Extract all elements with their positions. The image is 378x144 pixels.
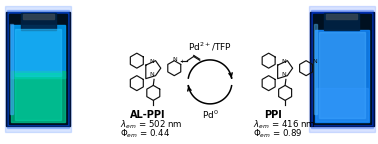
Text: Pd$^{0}$: Pd$^{0}$	[201, 109, 218, 121]
Text: N: N	[312, 59, 317, 64]
Bar	[310, 12, 374, 126]
Bar	[311, 10, 373, 128]
Bar	[312, 12, 372, 125]
Bar	[10, 24, 13, 114]
Bar	[21, 13, 56, 31]
Bar	[314, 24, 317, 114]
Bar	[6, 12, 70, 126]
Text: $\Phi_{em}$ = 0.89: $\Phi_{em}$ = 0.89	[253, 128, 303, 140]
Text: PPI: PPI	[264, 110, 282, 120]
Text: N: N	[281, 59, 286, 64]
Bar	[326, 14, 358, 19]
Bar	[308, 6, 375, 132]
Bar	[319, 32, 365, 118]
Text: $\Phi_{em}$ = 0.44: $\Phi_{em}$ = 0.44	[120, 128, 170, 140]
Bar	[8, 12, 68, 125]
Bar	[15, 73, 61, 120]
Text: Pd$^{2+}$/TFP: Pd$^{2+}$/TFP	[188, 40, 232, 53]
Text: N: N	[281, 72, 286, 77]
Bar	[11, 25, 65, 78]
Bar	[5, 6, 71, 132]
Text: AL-PPI: AL-PPI	[130, 110, 166, 120]
Bar	[7, 10, 70, 128]
Text: N: N	[149, 72, 154, 77]
Bar	[315, 30, 369, 122]
Bar	[23, 14, 54, 19]
Text: +: +	[180, 59, 184, 64]
Bar	[324, 13, 359, 31]
Bar	[316, 88, 368, 121]
Bar	[313, 14, 371, 124]
Text: $\lambda_{em}$ = 416 nm: $\lambda_{em}$ = 416 nm	[253, 119, 315, 131]
Text: N: N	[172, 57, 177, 62]
Bar	[15, 29, 61, 76]
Text: N: N	[149, 59, 154, 64]
Bar	[9, 14, 67, 124]
Text: $\lambda_{em}$ = 502 nm: $\lambda_{em}$ = 502 nm	[120, 119, 183, 131]
Bar	[11, 71, 65, 122]
